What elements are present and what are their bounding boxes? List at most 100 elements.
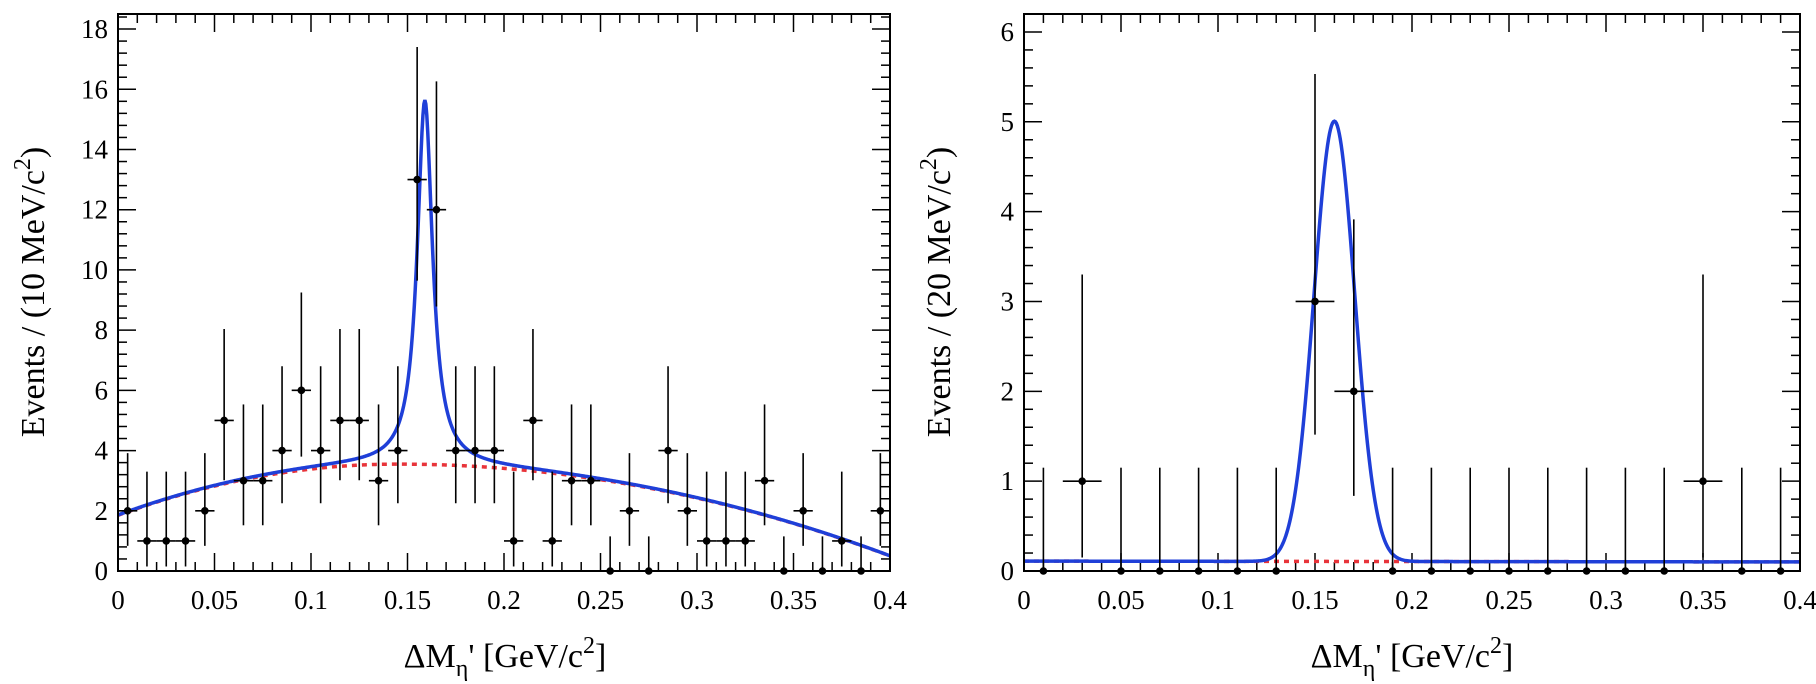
right-data-marker (1311, 297, 1319, 306)
left-data-marker (471, 446, 479, 455)
left-data-point (677, 453, 697, 546)
right-plot-panel: 0 0.05 0.1 0.15 0.2 0.25 0.3 0.35 0.4 0 1 2 3 4 5 6 ΔM… (916, 13, 1816, 682)
left-y-tick-label: 2 (95, 496, 109, 526)
left-data-marker (201, 506, 209, 515)
left-data-point (137, 471, 157, 567)
left-data-point (754, 404, 775, 526)
left-data-marker (625, 506, 634, 515)
left-data-marker (316, 446, 325, 455)
left-data-point (349, 329, 369, 481)
left-data-marker (741, 537, 750, 545)
left-data-marker (394, 446, 402, 455)
left-data-point (272, 366, 292, 504)
right-x-tick-label: 0 (1017, 585, 1031, 615)
left-total-fit-curve (118, 99, 890, 558)
left-y-tick-label: 10 (81, 255, 108, 285)
left-data-marker (587, 476, 595, 485)
left-data-point (561, 404, 582, 526)
right-x-tick-label: 0.2 (1395, 585, 1429, 615)
right-data-marker (1350, 387, 1358, 396)
left-data-marker (683, 506, 692, 515)
right-data-point (1334, 219, 1374, 496)
left-y-tick-labels: 0 2 4 6 8 10 12 14 16 18 (81, 14, 109, 586)
left-data-marker (336, 416, 344, 425)
left-data-marker (181, 537, 190, 545)
left-data-marker (451, 446, 460, 455)
left-y-axis-title: Events / (10 MeV/c2) (10, 147, 52, 438)
right-data-point (1062, 274, 1102, 558)
left-data-marker (509, 537, 518, 545)
left-y-tick-label: 14 (81, 134, 109, 164)
left-y-tick-label: 6 (95, 375, 109, 405)
right-plot-frame (1023, 13, 1801, 572)
left-data-point (658, 366, 678, 504)
left-plot-panel: 0 0.05 0.1 0.15 0.2 0.25 0.3 0.35 0.4 0 2 4 6 8 10 12 1… (10, 13, 907, 682)
left-y-tick-label: 12 (81, 195, 108, 225)
left-x-axis-title: ΔMη' [GeV/c2] (404, 633, 607, 682)
right-x-axis-title: ΔMη' [GeV/c2] (1311, 633, 1514, 682)
left-data-point (291, 292, 311, 457)
left-data-point (504, 471, 524, 567)
left-data-marker (413, 175, 421, 184)
right-y-tick-label: 3 (1001, 286, 1015, 316)
right-x-tick-label: 0.3 (1589, 585, 1623, 615)
right-data-marker (1078, 477, 1086, 485)
left-data-marker (220, 416, 228, 425)
left-data-marker (567, 476, 576, 485)
right-x-tick-label: 0.4 (1783, 585, 1816, 615)
left-data-marker (162, 537, 171, 545)
left-data-point (523, 329, 543, 481)
left-data-marker (490, 446, 499, 455)
left-data-point (446, 366, 466, 504)
right-y-tick-label: 6 (1001, 17, 1015, 47)
left-data-point (619, 453, 640, 546)
left-data-point (832, 471, 852, 567)
left-data-point (697, 471, 717, 567)
right-data-points (1039, 74, 1785, 575)
left-data-marker (760, 476, 769, 485)
right-y-axis-title: Events / (20 MeV/c2) (916, 147, 958, 438)
right-data-marker (1699, 477, 1707, 485)
left-data-marker (548, 537, 557, 545)
left-data-point (118, 453, 138, 546)
left-data-marker (123, 506, 132, 515)
left-data-point (716, 471, 736, 567)
right-y-tick-label: 1 (1001, 466, 1015, 496)
left-x-tick-label: 0.1 (294, 585, 328, 615)
right-y-tick-label: 0 (1001, 556, 1015, 586)
right-y-tick-label: 5 (1001, 107, 1015, 137)
left-x-tick-labels: 0 0.05 0.1 0.15 0.2 0.25 0.3 0.35 0.4 (111, 585, 907, 615)
left-y-tick-label: 8 (95, 315, 109, 345)
left-y-tick-label: 4 (95, 436, 109, 466)
left-total-fit-curve-group (118, 99, 890, 558)
left-x-tick-label: 0.25 (577, 585, 624, 615)
left-data-point (407, 46, 427, 281)
left-data-marker (529, 416, 537, 425)
left-data-marker (239, 476, 248, 485)
right-total-fit-curve-group (1024, 119, 1800, 564)
left-data-point (426, 81, 447, 307)
right-y-tick-label: 2 (1001, 376, 1015, 406)
left-data-marker (278, 446, 286, 455)
left-data-point (330, 329, 350, 481)
left-x-tick-label: 0.3 (680, 585, 714, 615)
left-x-tick-label: 0.4 (873, 585, 907, 615)
left-data-point (793, 453, 813, 546)
left-x-tick-label: 0.05 (191, 585, 238, 615)
left-data-point (735, 471, 755, 567)
left-data-marker (702, 537, 711, 545)
left-data-point (465, 366, 485, 504)
left-data-point (311, 366, 331, 504)
left-x-tick-label: 0.15 (384, 585, 431, 615)
left-data-point (253, 404, 273, 526)
left-x-tick-label: 0.2 (487, 585, 521, 615)
left-data-marker (799, 506, 807, 515)
left-data-marker (722, 537, 730, 545)
left-data-point (156, 471, 176, 567)
left-data-marker (664, 446, 672, 455)
left-data-point (195, 453, 215, 546)
left-data-point (214, 329, 234, 481)
right-total-fit-curve (1024, 119, 1800, 564)
